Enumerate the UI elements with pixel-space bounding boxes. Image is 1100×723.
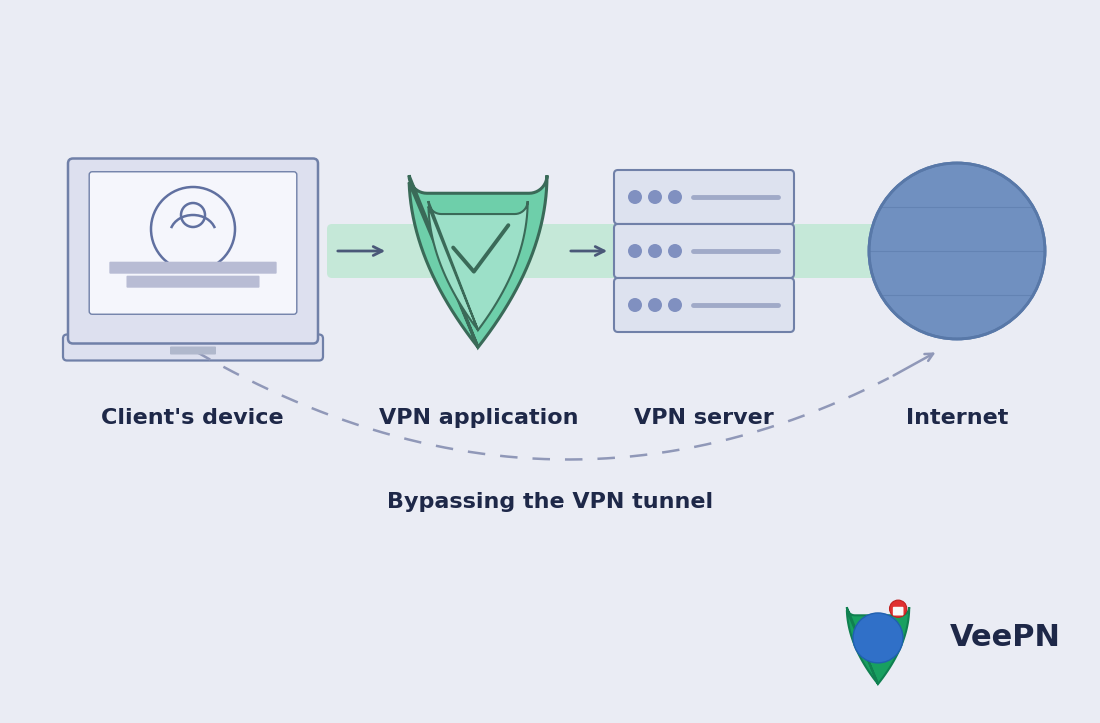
FancyBboxPatch shape bbox=[614, 170, 794, 224]
Text: Bypassing the VPN tunnel: Bypassing the VPN tunnel bbox=[387, 492, 713, 513]
Circle shape bbox=[628, 190, 642, 204]
FancyBboxPatch shape bbox=[68, 158, 318, 343]
FancyBboxPatch shape bbox=[89, 172, 297, 315]
Circle shape bbox=[628, 244, 642, 258]
FancyBboxPatch shape bbox=[614, 278, 794, 332]
FancyBboxPatch shape bbox=[614, 224, 794, 278]
Circle shape bbox=[890, 600, 906, 617]
Circle shape bbox=[869, 163, 1045, 339]
FancyBboxPatch shape bbox=[327, 224, 952, 278]
Circle shape bbox=[628, 298, 642, 312]
Circle shape bbox=[668, 244, 682, 258]
Circle shape bbox=[852, 613, 903, 663]
FancyBboxPatch shape bbox=[109, 262, 277, 274]
Text: Internet: Internet bbox=[905, 408, 1009, 428]
Polygon shape bbox=[975, 197, 1036, 264]
Text: Client's device: Client's device bbox=[101, 408, 284, 428]
FancyBboxPatch shape bbox=[170, 346, 216, 354]
Circle shape bbox=[648, 190, 662, 204]
Polygon shape bbox=[409, 175, 547, 347]
Polygon shape bbox=[847, 607, 910, 684]
Circle shape bbox=[648, 244, 662, 258]
Circle shape bbox=[648, 298, 662, 312]
FancyBboxPatch shape bbox=[63, 335, 323, 361]
Circle shape bbox=[668, 190, 682, 204]
Polygon shape bbox=[953, 197, 994, 299]
FancyBboxPatch shape bbox=[126, 275, 260, 288]
Polygon shape bbox=[428, 201, 528, 330]
FancyBboxPatch shape bbox=[893, 607, 903, 615]
Text: VPN server: VPN server bbox=[634, 408, 774, 428]
Circle shape bbox=[668, 298, 682, 312]
Text: VeePN: VeePN bbox=[950, 623, 1060, 651]
Polygon shape bbox=[891, 189, 953, 312]
Polygon shape bbox=[866, 625, 880, 648]
Text: VPN application: VPN application bbox=[378, 408, 579, 428]
